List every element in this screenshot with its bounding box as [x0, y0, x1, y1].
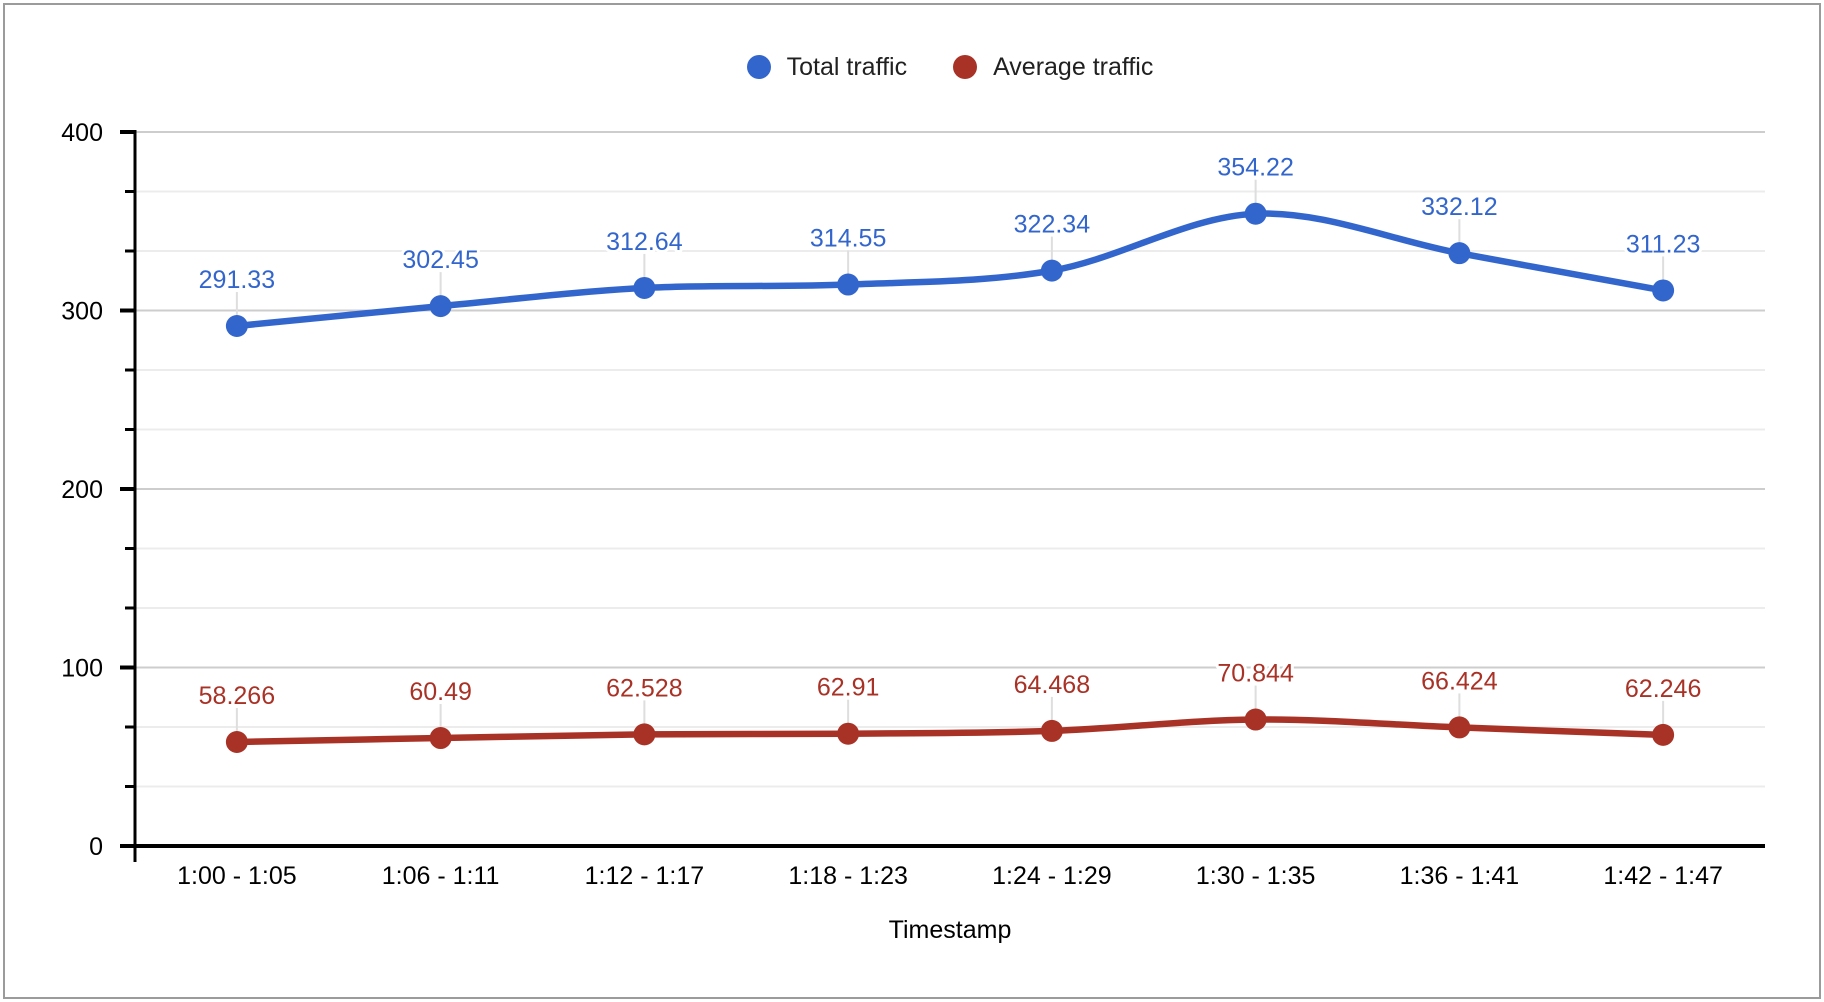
y-tick-label: 300 [61, 298, 103, 326]
data-point-average-traffic[interactable] [1244, 708, 1267, 731]
data-point-total-traffic[interactable] [837, 273, 860, 296]
y-tick-label: 0 [89, 833, 103, 861]
data-point-average-traffic[interactable] [837, 722, 860, 745]
x-axis-title: Timestamp [888, 916, 1012, 944]
data-point-average-traffic[interactable] [225, 730, 248, 753]
data-point-average-traffic[interactable] [1652, 723, 1675, 746]
data-label-total-traffic: 302.45 [402, 246, 478, 274]
legend: Total traffic Average traffic [135, 52, 1765, 82]
data-label-total-traffic: 311.23 [1626, 230, 1701, 258]
data-label-average-traffic: 60.49 [409, 678, 472, 706]
data-label-total-traffic: 332.12 [1421, 193, 1497, 221]
data-label-average-traffic: 62.246 [1625, 675, 1701, 703]
x-tick-label: 1:12 - 1:17 [585, 862, 705, 890]
legend-swatch-circle-icon [953, 55, 978, 79]
y-tick-label: 100 [61, 655, 103, 683]
x-tick-label: 1:06 - 1:11 [382, 862, 500, 890]
x-tick-label: 1:24 - 1:29 [992, 862, 1112, 890]
data-label-total-traffic: 312.64 [606, 228, 683, 256]
data-point-total-traffic[interactable] [225, 314, 248, 337]
data-label-average-traffic: 66.424 [1421, 667, 1498, 695]
x-tick-label: 1:30 - 1:35 [1196, 862, 1316, 890]
data-point-average-traffic[interactable] [1448, 716, 1471, 739]
data-label-total-traffic: 354.22 [1217, 154, 1293, 182]
data-label-total-traffic: 314.55 [810, 225, 886, 253]
series-line-total-traffic [233, 210, 1667, 330]
data-label-total-traffic: 291.33 [199, 266, 275, 294]
data-point-average-traffic[interactable] [429, 727, 452, 750]
data-point-total-traffic[interactable] [1448, 242, 1471, 265]
data-point-average-traffic[interactable] [1040, 719, 1063, 742]
data-label-average-traffic: 64.468 [1014, 671, 1090, 699]
data-point-total-traffic[interactable] [1040, 259, 1063, 282]
legend-item-average-traffic[interactable]: Average traffic [953, 52, 1154, 81]
data-label-average-traffic: 58.266 [199, 682, 275, 710]
data-point-average-traffic[interactable] [633, 723, 656, 746]
data-point-total-traffic[interactable] [1652, 279, 1675, 302]
data-label-average-traffic: 62.528 [606, 674, 682, 702]
data-point-total-traffic[interactable] [429, 295, 452, 318]
data-label-average-traffic: 70.844 [1217, 660, 1294, 688]
data-label-average-traffic: 62.91 [817, 674, 880, 702]
legend-swatch-circle-icon [746, 55, 771, 79]
series-line-average-traffic [233, 716, 1667, 746]
x-tick-label: 1:00 - 1:05 [177, 862, 297, 890]
x-tick-label: 1:42 - 1:47 [1603, 862, 1723, 890]
legend-label: Average traffic [993, 52, 1154, 81]
legend-item-total-traffic[interactable]: Total traffic [746, 52, 908, 81]
data-point-total-traffic[interactable] [1244, 202, 1267, 225]
x-tick-label: 1:36 - 1:41 [1400, 862, 1520, 890]
y-tick-label: 400 [61, 119, 103, 147]
y-tick-label: 200 [61, 476, 103, 504]
data-label-total-traffic: 322.34 [1014, 211, 1091, 239]
x-tick-label: 1:18 - 1:23 [788, 862, 908, 890]
data-point-total-traffic[interactable] [633, 276, 656, 299]
legend-label: Total traffic [786, 52, 908, 81]
